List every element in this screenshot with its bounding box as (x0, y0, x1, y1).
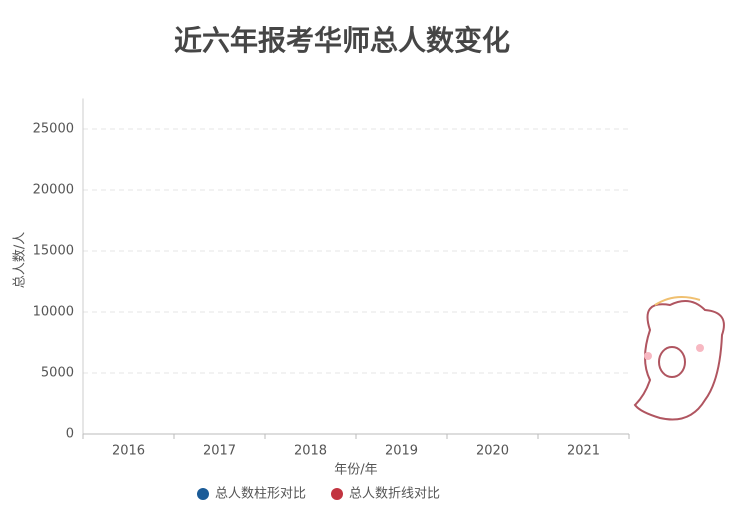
x-tick-label: 2016 (112, 444, 145, 459)
x-tick-label: 2020 (476, 444, 509, 459)
x-tick-label: 2021 (567, 444, 600, 459)
y-tick-label: 15000 (33, 244, 74, 259)
x-axis-label: 年份/年 (334, 463, 377, 478)
y-tick-label: 5000 (41, 366, 74, 381)
legend-label: 总人数柱形对比 (215, 487, 306, 502)
y-tick-label: 10000 (33, 305, 74, 320)
y-tick-label: 0 (66, 427, 74, 442)
legend-marker (331, 488, 343, 500)
chart-title: 近六年报考华师总人数变化 (174, 24, 510, 57)
x-tick-label: 2019 (385, 444, 418, 459)
x-tick-label: 2018 (294, 444, 327, 459)
y-tick-label: 25000 (33, 122, 74, 137)
y-tick-label: 20000 (33, 183, 74, 198)
legend-marker (197, 488, 209, 500)
mascot (633, 295, 725, 421)
y-axis-label: 总人数/人 (13, 232, 28, 288)
x-tick-label: 2017 (203, 444, 236, 459)
legend-label: 总人数折线对比 (349, 487, 440, 502)
